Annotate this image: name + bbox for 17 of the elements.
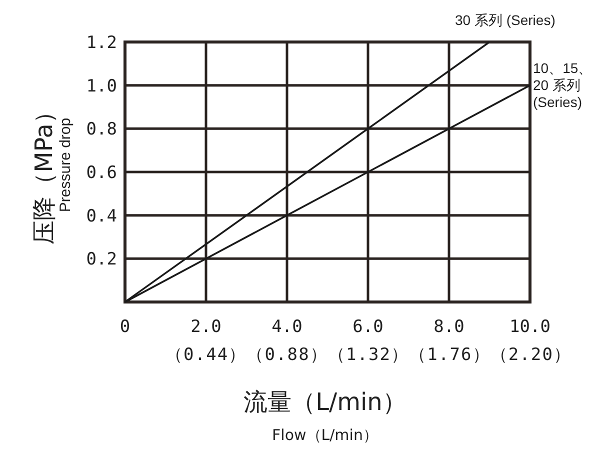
y-tick-label: 1.2 [86, 33, 117, 53]
x-tick-label: 10.0 [510, 317, 550, 337]
y-tick-label: 0.2 [86, 250, 117, 270]
text: （0.44）（0.88）（1.32）（1.76）（2.20） [166, 345, 570, 365]
x-axis-title: 流量（L/min） [244, 388, 406, 416]
y-tick-label: 0.4 [86, 206, 117, 226]
x-tick-label: 4.0 [272, 317, 302, 337]
x-tick-label: 8.0 [434, 317, 464, 337]
y-tick-label: 1.0 [86, 76, 117, 96]
y-tick-label: 0.8 [86, 120, 117, 140]
text: Pressure drop [57, 118, 74, 212]
x-tick-label: 6.0 [352, 317, 384, 337]
x-tick-label: 2.0 [190, 317, 222, 337]
y-axis-title: 压降（MPa） [30, 100, 58, 244]
x-tick-label: 0 [120, 317, 130, 337]
y-tick-label: 0.6 [86, 163, 117, 183]
text: Flow（L/min） [272, 426, 378, 444]
